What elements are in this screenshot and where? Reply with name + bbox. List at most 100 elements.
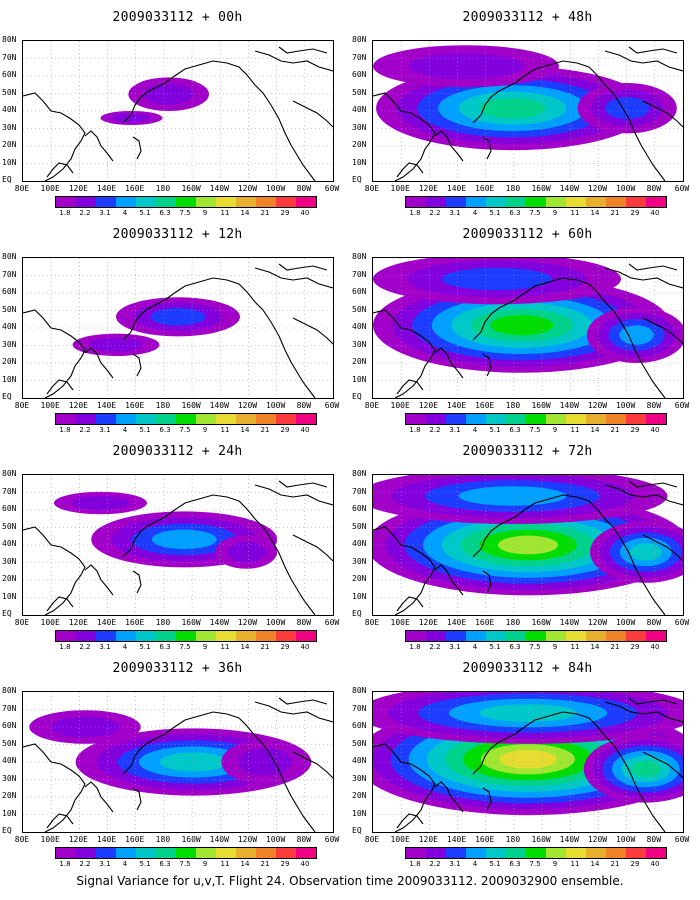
coastline <box>278 263 328 271</box>
coastline <box>396 596 424 612</box>
lat-label: EQ <box>352 826 362 835</box>
lat-label: 70N <box>2 486 17 496</box>
colorbar-label: 40 <box>650 209 660 217</box>
colorbar-label: 9 <box>202 643 208 651</box>
coastline <box>642 751 683 779</box>
lon-label: 60W <box>324 835 340 844</box>
contour-fill <box>408 53 524 80</box>
colorbar-label: 29 <box>280 643 290 651</box>
lon-label: 160W <box>531 618 551 627</box>
coastline <box>472 727 524 775</box>
lon-label: 160E <box>125 184 145 193</box>
lat-label: 80N <box>352 252 367 261</box>
colorbar-swatch <box>486 197 506 207</box>
colorbar-label: 40 <box>300 643 310 651</box>
lon-label: 120W <box>237 618 258 627</box>
colorbar-swatch <box>426 197 446 207</box>
colorbar-swatch <box>276 631 296 641</box>
colorbar-label: 14 <box>590 860 600 868</box>
lat-label: 10N <box>2 591 17 601</box>
colorbar-swatch <box>236 197 256 207</box>
lon-label: 100W <box>265 184 286 193</box>
colorbar-swatch <box>256 414 276 424</box>
panel-title: 2009033112 + 12h <box>112 227 243 242</box>
colorbar-label: 2.2 <box>79 426 91 434</box>
lon-label: 80W <box>296 184 312 193</box>
lon-label: 80E <box>364 184 380 193</box>
lat-label: 40N <box>2 322 17 331</box>
lon-label: 100E <box>40 618 60 627</box>
colorbar-label: 40 <box>650 643 660 651</box>
colorbar-swatch <box>406 848 426 858</box>
colorbar-swatch <box>276 848 296 858</box>
colorbar-label: 3.1 <box>99 426 111 434</box>
lon-label: 120W <box>237 401 258 410</box>
lat-label: 60N <box>352 287 367 296</box>
lon-label: 160E <box>125 835 145 844</box>
panel-24h: 2009033112 + 24h 80N 70N 60N 50N 40N 30N 20N 10… <box>2 444 350 659</box>
lon-label: 100W <box>615 618 636 627</box>
colorbar-label: 14 <box>590 426 600 434</box>
colorbar-label: 2.2 <box>79 209 91 217</box>
lon-label: 100W <box>265 835 286 844</box>
colorbar-label: 7.5 <box>529 209 541 217</box>
colorbar-label: 4 <box>472 209 478 217</box>
lon-label: 140W <box>209 184 229 193</box>
lon-label: 100W <box>265 401 286 410</box>
coastline <box>604 484 683 506</box>
colorbar-swatch <box>176 848 196 858</box>
coastline <box>604 50 683 72</box>
contour-fill <box>619 325 654 345</box>
colorbar-label: 3.1 <box>99 209 111 217</box>
variance-field <box>23 692 333 832</box>
colorbar-label: 2.2 <box>429 643 441 651</box>
colorbar-swatch <box>426 414 446 424</box>
coastline <box>482 570 492 594</box>
lon-label: 160E <box>475 835 495 844</box>
lat-label: 60N <box>2 287 17 296</box>
colorbar-label: 14 <box>240 643 250 651</box>
colorbar-swatch <box>586 414 606 424</box>
contour-fill <box>89 337 143 352</box>
lon-label: 120W <box>237 835 258 844</box>
colorbar-label: 9 <box>552 860 558 868</box>
coastline <box>373 526 436 615</box>
colorbar-swatch <box>136 631 156 641</box>
coastline <box>292 751 333 779</box>
colorbar-swatch <box>486 631 506 641</box>
lat-label: 40N <box>352 756 367 765</box>
coastline <box>122 76 174 124</box>
colorbar-swatch <box>506 197 526 207</box>
colorbar-swatch <box>176 197 196 207</box>
colorbar-swatch <box>136 197 156 207</box>
coastline <box>278 697 328 705</box>
coastline <box>172 494 316 615</box>
lon-label: 80E <box>364 401 380 410</box>
colorbar-label: 2.2 <box>429 860 441 868</box>
colorbar-swatch <box>626 848 646 858</box>
coastline <box>628 480 678 488</box>
coastline <box>396 379 424 395</box>
lat-label: EQ <box>352 175 362 184</box>
contour-fill <box>490 315 554 336</box>
lat-label: 20N <box>2 140 17 149</box>
coastline <box>254 50 333 72</box>
lon-label: 60W <box>674 184 690 193</box>
colorbar-label: 1.8 <box>409 643 421 651</box>
colorbar-swatch <box>506 848 526 858</box>
colorbar-label: 7.5 <box>179 209 191 217</box>
colorbar <box>55 847 317 859</box>
colorbar-swatch <box>526 197 546 207</box>
coastline <box>373 743 436 832</box>
contour-fill <box>629 543 662 561</box>
coastline <box>84 130 114 162</box>
contour-fill <box>479 98 546 119</box>
panel-title: 2009033112 + 84h <box>462 661 593 676</box>
lon-label: 120E <box>418 184 438 193</box>
colorbar-swatch <box>116 414 136 424</box>
lon-label: 160E <box>475 618 495 627</box>
map <box>22 474 334 616</box>
colorbar-label: 14 <box>240 209 250 217</box>
colorbar-swatch <box>586 197 606 207</box>
lat-label: 40N <box>2 539 17 548</box>
